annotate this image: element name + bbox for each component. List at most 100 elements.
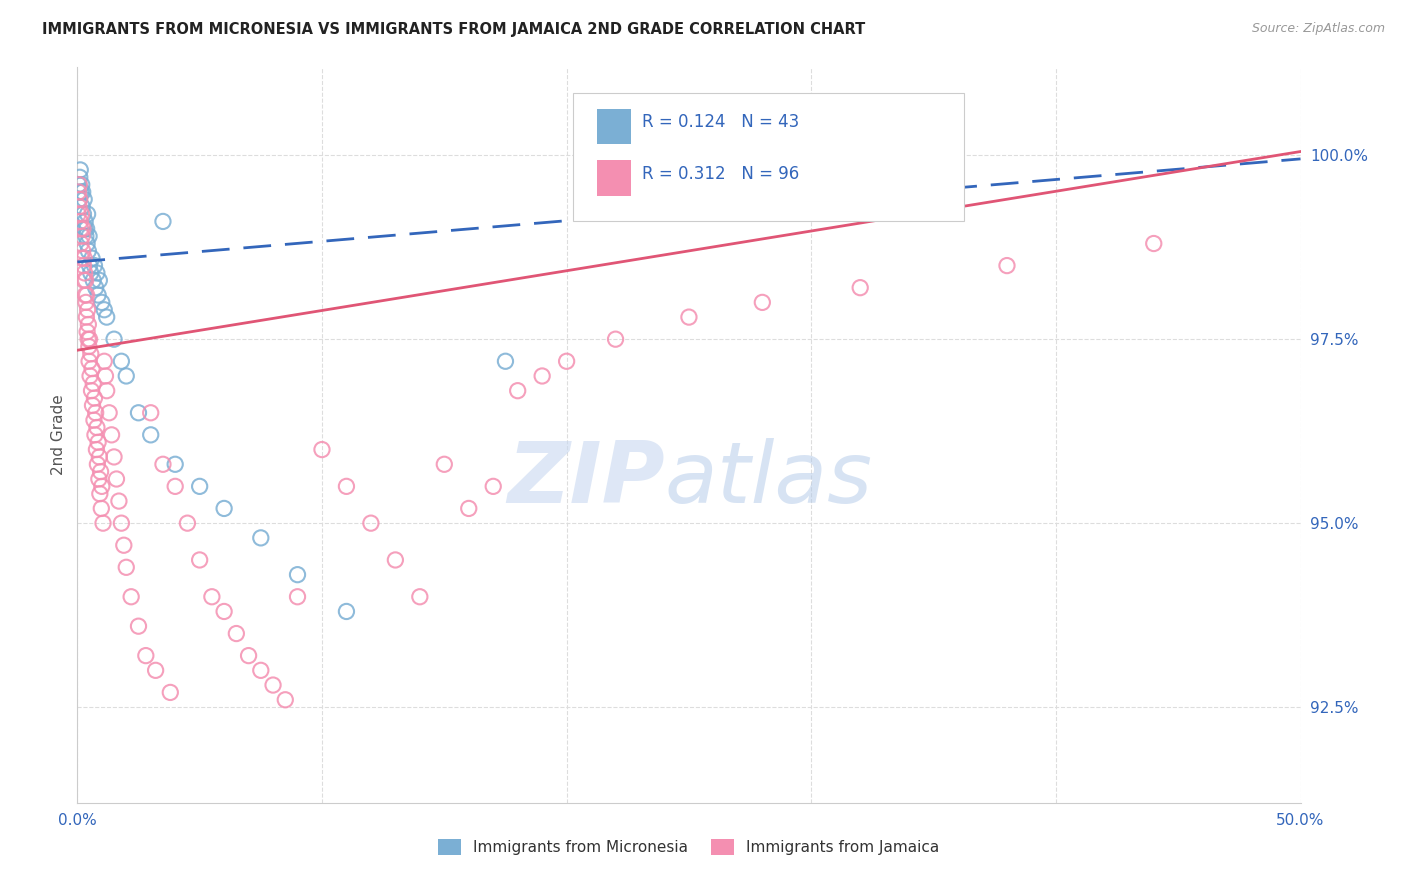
Point bbox=[84, 427, 107, 442]
Point bbox=[238, 648, 260, 663]
Point bbox=[75, 295, 97, 310]
Point bbox=[79, 332, 101, 346]
Point bbox=[188, 479, 211, 493]
Point bbox=[87, 435, 110, 450]
Point bbox=[69, 192, 91, 206]
Point bbox=[77, 354, 100, 368]
Point bbox=[457, 501, 479, 516]
Point bbox=[75, 273, 97, 287]
Point bbox=[77, 332, 100, 346]
Text: ZIP: ZIP bbox=[506, 437, 665, 521]
Point bbox=[79, 369, 101, 384]
Point bbox=[76, 236, 98, 251]
Point bbox=[287, 567, 309, 582]
Point bbox=[995, 259, 1018, 273]
Point bbox=[77, 244, 100, 258]
Point bbox=[94, 369, 117, 384]
Point bbox=[67, 185, 90, 199]
Point bbox=[69, 214, 91, 228]
Point bbox=[70, 236, 93, 251]
Point bbox=[176, 516, 198, 530]
Point bbox=[274, 693, 297, 707]
Point bbox=[83, 413, 105, 427]
Point bbox=[70, 207, 93, 221]
Point bbox=[849, 280, 872, 294]
Point bbox=[225, 626, 247, 640]
Point bbox=[110, 516, 132, 530]
Point bbox=[105, 472, 128, 486]
Point bbox=[145, 663, 167, 677]
Point bbox=[112, 538, 135, 552]
Point bbox=[482, 479, 505, 493]
Point bbox=[108, 494, 131, 508]
Point bbox=[250, 663, 273, 677]
Point bbox=[127, 406, 149, 420]
Point bbox=[409, 590, 432, 604]
Point bbox=[73, 221, 96, 235]
Point bbox=[84, 406, 107, 420]
Point bbox=[69, 221, 91, 235]
Point bbox=[87, 288, 110, 302]
Point bbox=[67, 207, 90, 221]
Point bbox=[76, 288, 98, 302]
Point bbox=[100, 427, 122, 442]
Point bbox=[152, 458, 174, 472]
Point bbox=[201, 590, 224, 604]
Point bbox=[311, 442, 333, 457]
Point bbox=[115, 560, 138, 574]
Point bbox=[70, 229, 93, 244]
Point bbox=[135, 648, 157, 663]
Point bbox=[103, 332, 125, 346]
Point bbox=[75, 288, 97, 302]
Point bbox=[69, 162, 91, 177]
Point bbox=[82, 273, 104, 287]
Point bbox=[165, 458, 187, 472]
Point bbox=[159, 685, 181, 699]
Text: atlas: atlas bbox=[665, 437, 873, 521]
Point bbox=[82, 376, 104, 391]
Bar bbox=[598, 161, 631, 195]
Point bbox=[127, 619, 149, 633]
Point bbox=[80, 252, 103, 266]
Point bbox=[678, 310, 700, 324]
Point bbox=[165, 479, 187, 493]
Point bbox=[110, 354, 132, 368]
Point bbox=[188, 553, 211, 567]
Point bbox=[72, 221, 94, 235]
Point bbox=[751, 295, 773, 310]
Point bbox=[77, 318, 100, 332]
Point bbox=[80, 347, 103, 361]
Point bbox=[77, 339, 100, 353]
Point bbox=[335, 605, 357, 619]
Y-axis label: 2nd Grade: 2nd Grade bbox=[51, 394, 66, 475]
Point bbox=[72, 207, 94, 221]
Point bbox=[79, 259, 101, 273]
Point bbox=[96, 384, 118, 398]
Point bbox=[75, 310, 97, 324]
Point bbox=[73, 192, 96, 206]
Point bbox=[360, 516, 382, 530]
Point bbox=[67, 192, 90, 206]
Point bbox=[93, 354, 115, 368]
Point bbox=[120, 590, 142, 604]
Point bbox=[73, 273, 96, 287]
Point bbox=[76, 302, 98, 317]
Point bbox=[1143, 236, 1166, 251]
Point bbox=[91, 516, 114, 530]
Point bbox=[605, 332, 627, 346]
Point bbox=[262, 678, 284, 692]
Point bbox=[67, 178, 90, 192]
Point bbox=[103, 450, 125, 464]
Point bbox=[555, 354, 578, 368]
Point bbox=[72, 185, 94, 199]
Text: R = 0.124   N = 43: R = 0.124 N = 43 bbox=[643, 113, 800, 131]
Point bbox=[89, 273, 111, 287]
Point bbox=[70, 252, 93, 266]
Point bbox=[75, 229, 97, 244]
Point bbox=[139, 406, 162, 420]
Point bbox=[72, 244, 94, 258]
Point bbox=[84, 280, 107, 294]
Point bbox=[335, 479, 357, 493]
Point bbox=[90, 501, 112, 516]
FancyBboxPatch shape bbox=[572, 93, 965, 221]
